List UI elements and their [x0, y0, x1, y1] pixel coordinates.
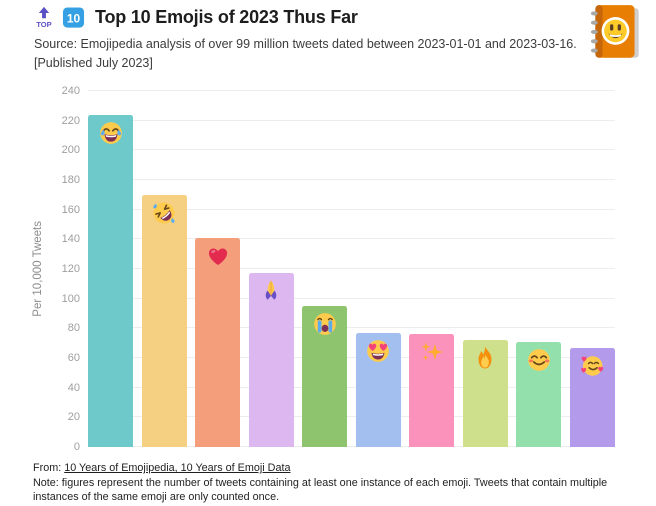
y-tick-label: 20	[67, 411, 80, 424]
fire-emoji	[472, 345, 498, 371]
keycap-10-label: 10	[67, 11, 81, 25]
emojipedia-smiling-book-icon	[583, 2, 649, 64]
y-tick-label: 140	[61, 233, 80, 246]
smiling-face-with-hearts-emoji	[579, 353, 605, 379]
y-tick-label: 0	[73, 441, 80, 453]
gridline	[88, 416, 615, 418]
face-with-tears-of-joy-emoji	[98, 120, 124, 146]
bar-red-heart	[195, 237, 241, 447]
y-tick-label: 40	[67, 381, 80, 394]
gridline	[88, 90, 615, 91]
y-tick-label: 60	[67, 352, 80, 364]
bar-folded-hands	[248, 273, 294, 447]
smiling-face-with-smiling-eyes-emoji	[526, 347, 552, 373]
y-tick-label: 240	[61, 85, 80, 97]
top-arrow-icon: TOP	[33, 5, 55, 29]
y-tick-label: 80	[67, 322, 80, 335]
bar-chart-plot-area: 0 20 40 60 80 100 120 140 160 180 200 220 240	[62, 85, 615, 453]
bars-container	[88, 91, 615, 447]
published-line: [Published July 2023]	[34, 56, 153, 70]
loudly-crying-face-emoji	[312, 311, 338, 337]
y-tick-label: 200	[61, 144, 80, 157]
gridline	[88, 297, 615, 299]
gridline	[88, 446, 615, 447]
note-text: Note: figures represent the number of tw…	[33, 476, 608, 504]
bar-smiling-face-with-heart-eyes	[355, 332, 401, 447]
bar-loudly-crying-face	[302, 306, 348, 447]
bar-rolling-on-the-floor-laughing	[141, 194, 187, 447]
bar-sparkles	[409, 334, 455, 447]
gridline	[88, 119, 615, 121]
bar-fire	[462, 340, 508, 447]
folded-hands-emoji	[258, 278, 284, 304]
page-title: Top 10 Emojis of 2023 Thus Far	[95, 7, 358, 27]
gridline	[88, 268, 615, 269]
footer: From: 10 Years of Emojipedia, 10 Years o…	[33, 461, 647, 505]
y-tick-label: 120	[61, 263, 80, 275]
bar-smiling-face-with-smiling-eyes	[516, 341, 562, 447]
y-tick-label: 160	[61, 203, 80, 216]
gridline	[88, 386, 615, 388]
rolling-on-the-floor-laughing-emoji	[151, 200, 177, 226]
gridline	[88, 208, 615, 210]
top-icon-label: TOP	[36, 20, 51, 29]
y-tick-label: 180	[61, 174, 80, 186]
from-prefix: From:	[33, 462, 62, 474]
bar-face-with-tears-of-joy	[88, 114, 133, 447]
bar-smiling-face-with-hearts	[569, 347, 615, 447]
gridline	[88, 179, 615, 180]
red-heart-emoji	[205, 243, 231, 269]
gridline	[88, 327, 615, 329]
keycap-10-icon: 10	[62, 6, 85, 29]
source-line: Source: Emojipedia analysis of over 99 m…	[34, 37, 577, 51]
emojipedia-data-link[interactable]: 10 Years of Emojipedia, 10 Years of Emoj…	[64, 462, 291, 474]
y-tick-label: 100	[61, 292, 80, 305]
y-tick-label: 220	[61, 114, 80, 127]
gridline	[88, 357, 615, 358]
gridline	[88, 149, 615, 151]
smiling-face-with-heart-eyes-emoji	[365, 338, 391, 364]
source-attribution-line: From: 10 Years of Emojipedia, 10 Years o…	[33, 461, 647, 476]
gridline	[88, 238, 615, 240]
sparkles-emoji	[419, 339, 445, 365]
